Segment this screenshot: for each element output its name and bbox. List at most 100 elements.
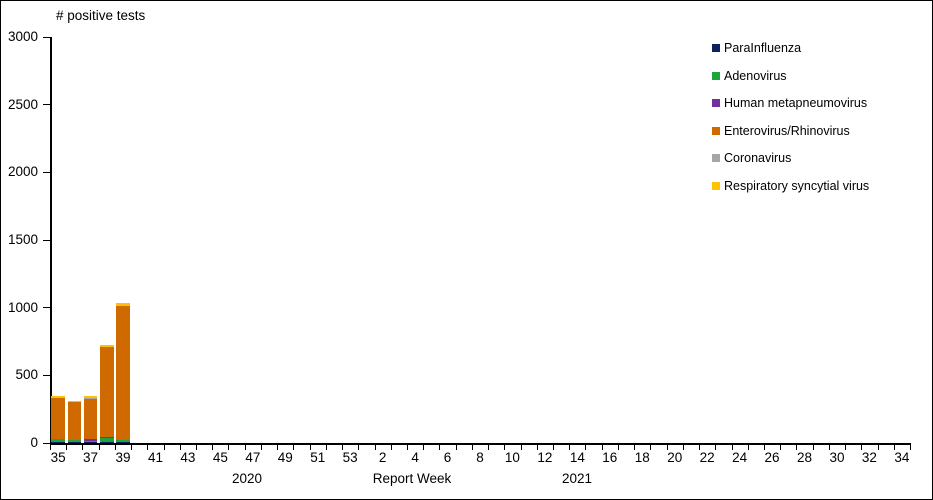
x-axis-tick (471, 445, 473, 450)
x-axis-tick (650, 445, 652, 450)
x-axis-tick-label: 30 (829, 450, 845, 465)
x-axis-tick (780, 445, 782, 450)
x-axis-tick (861, 445, 863, 450)
bar-week37-parainfluenza (83, 441, 98, 443)
x-axis-tick (634, 445, 636, 450)
x-axis-tick-label: 51 (310, 450, 326, 465)
x-axis-tick (147, 445, 149, 450)
x-axis-tick (536, 445, 538, 450)
legend-swatch-icon (712, 126, 720, 135)
x-axis-tick (682, 445, 684, 450)
y-axis-tick (43, 374, 51, 376)
x-axis-tick (504, 445, 506, 450)
x-axis-tick-label: 18 (634, 450, 650, 465)
legend-swatch-icon (712, 182, 720, 190)
bar-week36-adenovirus (67, 440, 82, 442)
bar-week39-parainfluenza (116, 441, 130, 443)
x-axis-tick (374, 445, 376, 450)
x-axis-tick-label: 16 (602, 450, 618, 465)
y-axis-tick (43, 239, 51, 241)
x-axis-year-2020: 2020 (231, 471, 263, 486)
legend-label: Enterovirus/Rhinovirus (724, 123, 850, 138)
chart-title: # positive tests (56, 8, 146, 23)
legend-swatch-icon (712, 99, 720, 108)
x-axis-tick (747, 445, 749, 450)
legend-item-enterovirus-rhinovirus: Enterovirus/Rhinovirus (710, 123, 932, 139)
x-axis-tick (423, 445, 425, 450)
bar-week35-respiratory-syncytial-virus (51, 396, 65, 399)
x-axis-tick-label: 6 (443, 450, 452, 465)
x-axis-tick (309, 445, 311, 450)
bar-week37-adenovirus (83, 440, 98, 442)
bar-week35-enterovirus-rhinovirus (51, 398, 65, 440)
bar-week37-enterovirus-rhinovirus (83, 398, 98, 440)
x-axis-tick (131, 445, 133, 450)
x-axis-tick (715, 445, 717, 450)
x-axis-tick (82, 445, 84, 450)
x-axis-tick (699, 445, 701, 450)
x-axis-tick-label: 10 (504, 450, 520, 465)
x-axis-tick-label: 12 (537, 450, 553, 465)
x-axis-tick (293, 445, 295, 450)
x-axis-tick (553, 445, 555, 450)
legend-item-respiratory-syncytial-virus: Respiratory syncytial virus (710, 178, 932, 194)
bar-week37-respiratory-syncytial-virus (83, 395, 98, 398)
x-axis-tick (406, 445, 408, 450)
y-axis-tick-label: 500 (15, 367, 38, 383)
bar-week38-respiratory-syncytial-virus (100, 344, 114, 347)
x-axis-tick (796, 445, 798, 450)
x-axis-title: Report Week (372, 471, 452, 486)
bar-week39-adenovirus (116, 440, 130, 442)
bar-week35-parainfluenza (51, 441, 65, 443)
bar-week36-parainfluenza (67, 441, 82, 443)
x-axis-tick-label: 24 (732, 450, 748, 465)
x-axis-tick (179, 445, 181, 450)
x-axis-tick (893, 445, 895, 450)
x-axis-tick (910, 445, 911, 450)
x-axis-tick (196, 445, 198, 450)
legend-swatch-icon (712, 71, 720, 80)
x-axis-line (50, 443, 911, 445)
x-axis-tick (569, 445, 571, 450)
legend-label: ParaInfluenza (724, 41, 802, 55)
bar-week39-respiratory-syncytial-virus (116, 302, 130, 306)
x-axis-tick (812, 445, 814, 450)
legend-item-parainfluenza: ParaInfluenza (710, 40, 932, 56)
x-axis-tick (845, 445, 847, 450)
x-axis-tick-label: 53 (342, 450, 358, 465)
y-axis-tick (43, 36, 51, 38)
bar-week37-coronavirus (83, 397, 98, 399)
x-axis-tick-label: 32 (861, 450, 877, 465)
legend-item-human-metapneumovirus: Human metapneumovirus (710, 95, 932, 111)
x-axis-tick-label: 14 (569, 450, 585, 465)
bar-week39-enterovirus-rhinovirus (116, 305, 130, 441)
x-axis-tick-label: 35 (50, 450, 66, 465)
x-axis-tick-label: 34 (894, 450, 910, 465)
x-axis-tick (114, 445, 116, 450)
x-axis-tick-label: 39 (115, 450, 131, 465)
x-axis-tick-label: 26 (764, 450, 780, 465)
bar-week38-adenovirus (100, 437, 114, 442)
x-axis-tick (731, 445, 733, 450)
x-axis-tick (763, 445, 765, 450)
legend-swatch-icon (712, 44, 720, 52)
x-axis-tick-label: 41 (147, 450, 163, 465)
x-axis-tick (520, 445, 522, 450)
x-axis-tick (260, 445, 262, 450)
y-axis-tick (43, 307, 51, 309)
legend-label: Respiratory syncytial virus (724, 179, 870, 193)
x-axis-tick (66, 445, 68, 450)
bar-week36-respiratory-syncytial-virus (67, 401, 82, 403)
x-axis-tick (342, 445, 344, 450)
x-axis-tick (439, 445, 441, 450)
y-axis-tick-label: 2000 (7, 164, 38, 180)
y-axis-tick-label: 1000 (7, 299, 38, 315)
x-axis-tick-label: 2 (378, 450, 387, 465)
bar-week38-human-metapneumovirus (100, 436, 114, 438)
y-axis-tick (43, 104, 51, 106)
x-axis-tick (98, 445, 100, 450)
x-axis-tick (601, 445, 603, 450)
y-axis-tick-label: 1500 (7, 232, 38, 247)
x-axis-tick-label: 49 (277, 450, 293, 465)
bar-week36-enterovirus-rhinovirus (67, 402, 82, 441)
